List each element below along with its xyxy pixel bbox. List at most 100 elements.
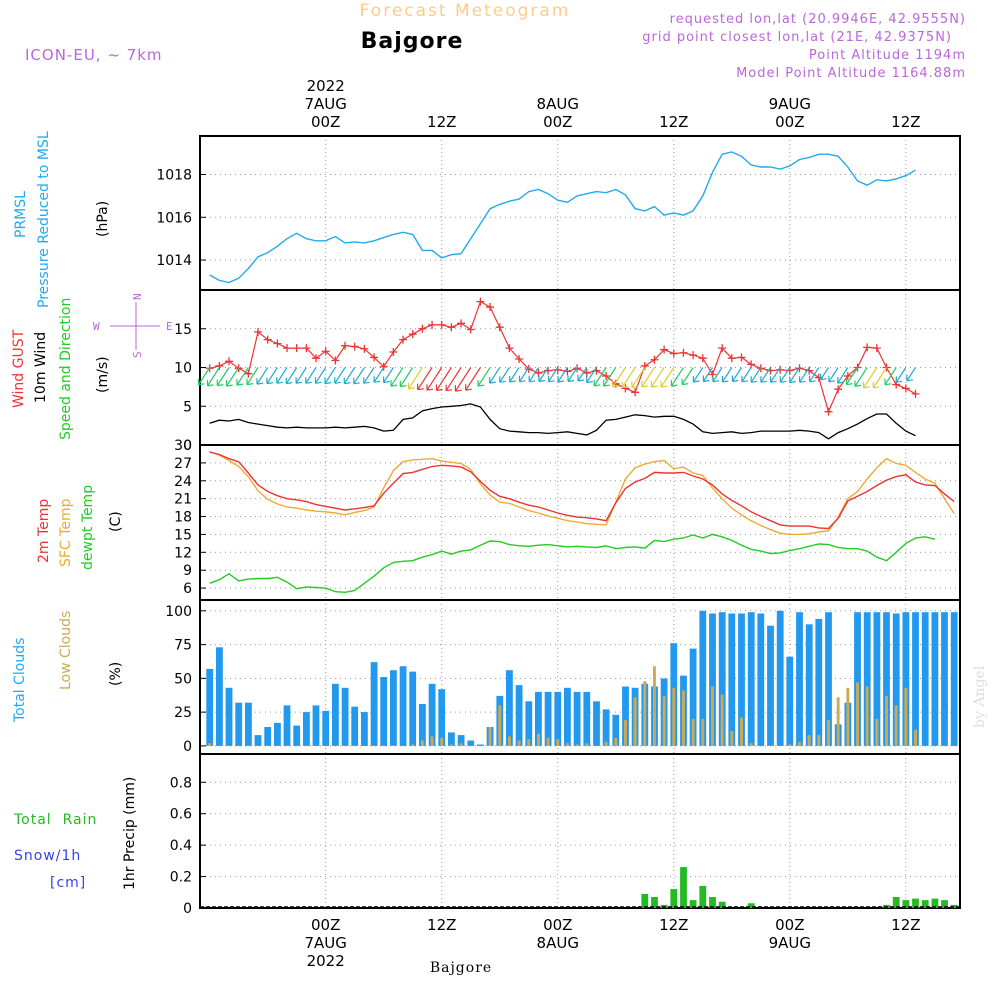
total-clouds-bar xyxy=(747,612,755,746)
total-clouds-bar xyxy=(535,691,542,746)
compass-east-label: E xyxy=(166,320,173,333)
gust-point xyxy=(225,357,234,366)
compass-north-label: N xyxy=(131,293,144,300)
gust-point xyxy=(428,320,437,329)
gust-point xyxy=(331,356,340,365)
y-tick-label: 0 xyxy=(183,901,192,917)
rain-bar xyxy=(709,897,716,908)
low-clouds-bar xyxy=(827,720,830,746)
y-tick-label: 50 xyxy=(174,671,192,687)
y-tick-label: 100 xyxy=(165,604,192,620)
y-tick-label: 0.4 xyxy=(170,838,192,854)
snow-legend: Snow/1h xyxy=(14,848,81,864)
total-clouds-bar xyxy=(409,671,417,746)
low-clouds-bar xyxy=(449,744,453,746)
low-clouds-bar xyxy=(643,681,647,746)
low-clouds-bar xyxy=(836,697,840,746)
gust-point xyxy=(292,344,301,353)
total-clouds-bar xyxy=(767,625,774,746)
total-clouds-bar xyxy=(312,705,320,746)
top-axis-label: 2022 xyxy=(307,77,345,95)
y-tick-label: 0.2 xyxy=(170,870,192,886)
wind-direction-arrow xyxy=(593,367,607,387)
wind-direction-arrow xyxy=(750,367,762,383)
total-rain-legend: Total Rain xyxy=(13,812,97,828)
low-clouds-bar xyxy=(517,740,521,746)
total-clouds-bar xyxy=(254,735,262,746)
gust-point xyxy=(447,323,456,332)
top-axis-label: 00Z xyxy=(543,113,572,131)
grid-point-coordinates: grid point closest lon,lat (21E, 42.9375… xyxy=(642,30,952,45)
y-tick-label: 24 xyxy=(174,474,192,490)
gust-point xyxy=(669,349,678,358)
wind-direction-arrow xyxy=(399,367,414,388)
total-clouds-bar xyxy=(593,701,600,746)
y-tick-label: 0 xyxy=(183,739,192,755)
y-tick-label: 15 xyxy=(174,527,192,543)
total-clouds-bar xyxy=(506,670,513,746)
total-clouds-bar xyxy=(950,612,958,746)
pressure-line xyxy=(209,151,916,284)
total-clouds-bar xyxy=(438,689,446,746)
total-clouds-bar xyxy=(728,613,736,746)
total-clouds-bar xyxy=(264,727,272,746)
precip-panel: 0 0.2 0.4 0.6 0.8 xyxy=(170,753,961,917)
total-clouds-bar xyxy=(786,656,794,746)
snow-unit-legend: [cm] xyxy=(50,875,86,891)
wind-direction-arrow xyxy=(538,367,549,383)
total-clouds-bar xyxy=(332,683,339,746)
bottom-axis-label: 00Z xyxy=(775,916,804,934)
wind-direction-arrow xyxy=(631,367,646,388)
total-clouds-bar xyxy=(825,612,832,746)
wind-direction-arrow xyxy=(314,367,327,384)
wind-axis-labels: Wind GUST 10m Wind Speed and Direction (… xyxy=(11,293,173,440)
gust-point xyxy=(476,297,485,306)
gust-point xyxy=(341,341,350,350)
low-clouds-bar xyxy=(894,705,898,746)
total-clouds-bar xyxy=(583,691,591,746)
total-clouds-bar xyxy=(390,670,397,746)
gust-point xyxy=(466,325,475,334)
temp2m-label: 2m Temp xyxy=(36,499,52,563)
wind-direction-arrow xyxy=(702,367,713,383)
wind-direction-arrow xyxy=(641,367,655,388)
bottom-axis-label: 12Z xyxy=(659,916,688,934)
rain-bar xyxy=(718,901,726,908)
gust-point xyxy=(360,344,369,353)
wind-direction-arrow xyxy=(509,367,520,383)
top-axis-label: 12Z xyxy=(427,113,456,131)
gust-point xyxy=(495,323,504,332)
top-axis-label: 00Z xyxy=(775,113,804,131)
low-clouds-bar xyxy=(856,682,859,746)
total-clouds-bar xyxy=(757,613,765,746)
wind-direction-arrow xyxy=(863,367,878,389)
rain-bar xyxy=(670,889,678,908)
gust-point xyxy=(515,354,524,363)
y-tick-label: 27 xyxy=(174,456,192,472)
bottom-axis-label: 12Z xyxy=(427,916,456,934)
gust-label: Wind GUST xyxy=(11,329,27,408)
watermark: by Angel xyxy=(972,665,988,728)
rain-bar xyxy=(931,898,939,908)
gust-point xyxy=(370,353,379,362)
gust-point xyxy=(727,354,736,363)
y-tick-label: 0 xyxy=(183,438,192,454)
wind-direction-arrow xyxy=(586,367,597,384)
gust-point xyxy=(863,343,872,352)
rain-bar xyxy=(680,867,687,908)
y-tick-label: 1014 xyxy=(156,253,192,269)
wind-direction-arrow xyxy=(528,367,539,383)
panel-frame xyxy=(199,753,961,909)
low-clouds-bar xyxy=(537,733,540,746)
total-clouds-bar xyxy=(796,612,803,746)
rain-bar xyxy=(641,893,649,908)
gust-point xyxy=(602,372,611,381)
low-clouds-bar xyxy=(614,737,618,746)
gust-point xyxy=(660,345,669,354)
gust-point xyxy=(215,361,224,370)
total-clouds-bar xyxy=(902,612,910,746)
rain-bar xyxy=(651,897,658,908)
gust-point xyxy=(776,365,785,374)
wind-direction-arrow xyxy=(731,367,742,383)
